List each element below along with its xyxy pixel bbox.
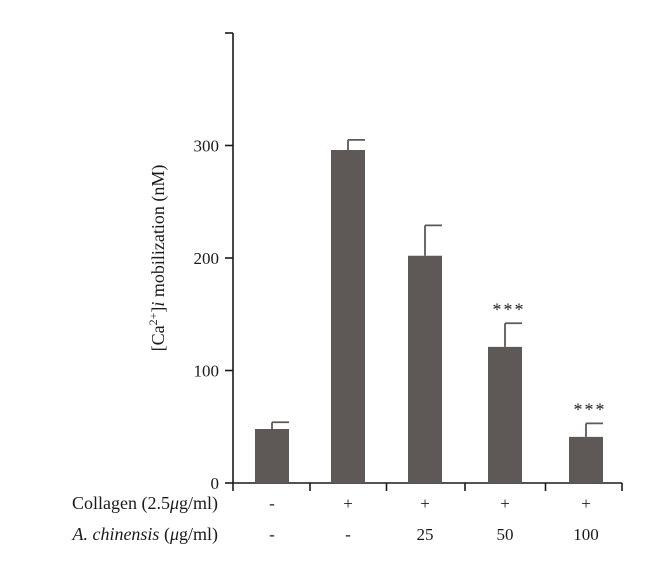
axes: 0 100 200 300	[194, 32, 623, 493]
collagen-row-label: Collagen (2.5μg/ml)	[72, 493, 218, 514]
significance-label: ***	[493, 299, 526, 319]
condition-value: +	[581, 494, 591, 513]
condition-value: 100	[573, 525, 599, 544]
bar	[255, 429, 289, 483]
condition-value: 50	[497, 525, 514, 544]
bar	[488, 346, 522, 483]
condition-value: +	[500, 494, 510, 513]
y-tick-label: 200	[194, 249, 220, 268]
y-tick-label: 100	[194, 362, 220, 381]
y-tick-label: 300	[194, 137, 220, 156]
bars	[255, 138, 603, 483]
significance-label: ***	[574, 399, 607, 419]
y-tick-label: 0	[211, 474, 220, 493]
condition-value: +	[420, 494, 430, 513]
y-axis-label: [Ca2+]i mobilization (nM)	[146, 165, 169, 352]
bar	[331, 150, 365, 483]
condition-value: -	[269, 494, 275, 513]
condition-value: -	[345, 525, 351, 544]
bar	[408, 255, 442, 483]
labels: *** *** [Ca2+]i mobilization (nM) Collagen …	[71, 165, 607, 545]
condition-value: 25	[417, 525, 434, 544]
bar	[569, 436, 603, 483]
condition-value: -	[269, 525, 275, 544]
extract-row-label: A. chinensis (μg/ml)	[71, 524, 218, 545]
condition-value: +	[343, 494, 353, 513]
